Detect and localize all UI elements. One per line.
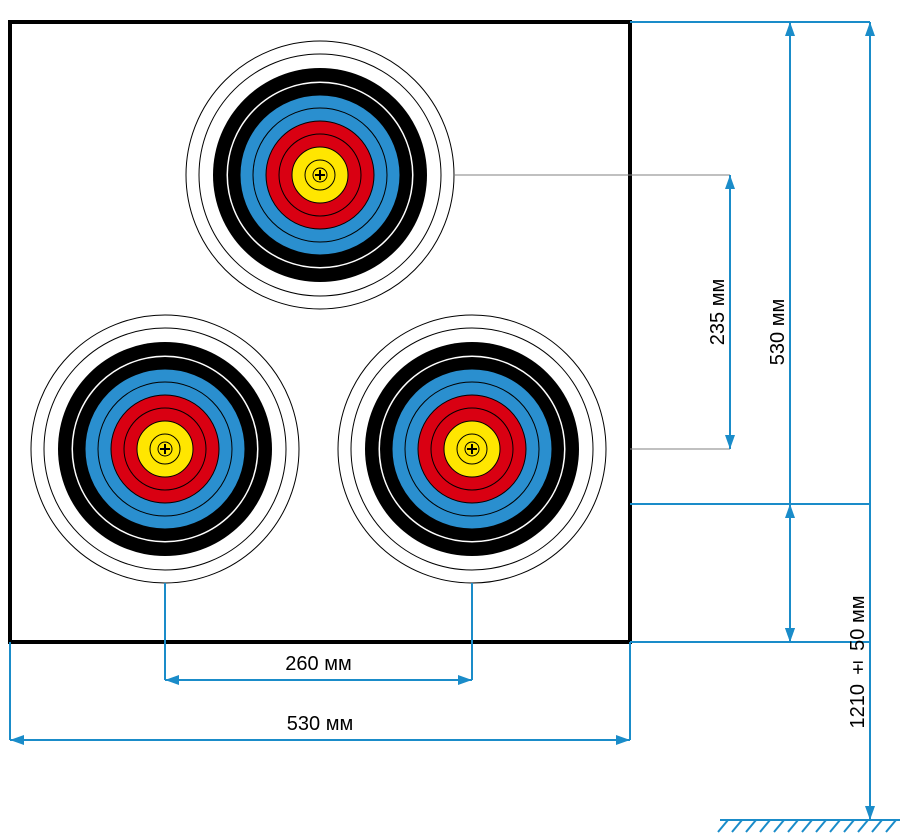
ground-hatch — [746, 820, 756, 832]
technical-drawing: 260 мм 530 мм 235 мм 530 мм 1210 ± 50 мм — [0, 0, 912, 838]
ground-hatch — [844, 820, 854, 832]
dim-bottom-large-label: 530 мм — [287, 713, 353, 735]
ground-hatch — [802, 820, 812, 832]
ground-hatch — [830, 820, 840, 832]
ground-hatch — [760, 820, 770, 832]
ground-hatch — [886, 820, 896, 832]
archery-target-1 — [186, 41, 454, 309]
ground-hatch — [732, 820, 742, 832]
ground-hatch — [816, 820, 826, 832]
dim-bottom-small-label: 260 мм — [285, 653, 351, 675]
archery-target-2 — [31, 315, 299, 583]
dim-right-mid-label: 530 мм — [767, 299, 789, 365]
ground-hatch — [774, 820, 784, 832]
dim-right-small-label: 235 мм — [707, 279, 729, 345]
archery-target-3 — [338, 315, 606, 583]
ground-hatch — [872, 820, 882, 832]
ground-hatch — [858, 820, 868, 832]
dim-right-large-label: 1210 ± 50 мм — [847, 596, 869, 729]
ground-hatch — [718, 820, 728, 832]
ground-hatch — [788, 820, 798, 832]
